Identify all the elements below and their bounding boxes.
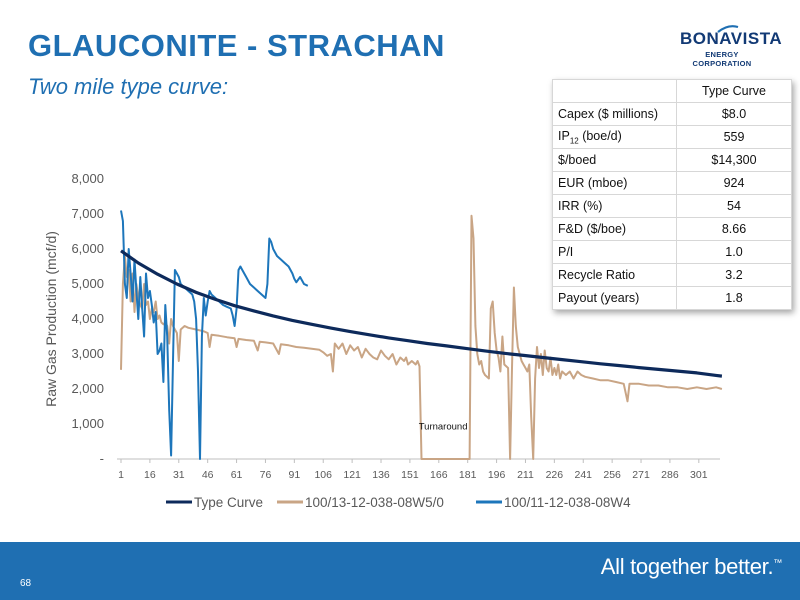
- page-title: GLAUCONITE - STRACHAN: [28, 28, 445, 63]
- row-label: Payout (years): [552, 286, 677, 310]
- logo-swoosh-icon: [717, 25, 739, 33]
- row-label-main: IP: [558, 128, 570, 143]
- table-row: EUR (mboe) 924: [552, 171, 792, 195]
- x-tick-label: 136: [372, 469, 390, 481]
- y-tick-label: 6,000: [71, 241, 104, 256]
- logo-name: BONAVISTA: [680, 29, 783, 48]
- legend-label: 100/13-12-038-08W5/0: [305, 495, 444, 510]
- x-tick-label: 46: [202, 469, 214, 481]
- series-line-2: [120, 210, 309, 460]
- row-value: 1.8: [676, 286, 792, 310]
- row-value: 8.66: [676, 217, 792, 241]
- annotation-label: Turnaround: [419, 422, 468, 433]
- x-tick-label: 226: [546, 469, 564, 481]
- row-value: 3.2: [676, 263, 792, 287]
- legend-label: Type Curve: [194, 495, 263, 510]
- tagline: All together better.™: [600, 554, 783, 580]
- x-tick-label: 271: [632, 469, 650, 481]
- y-tick-label: 2,000: [71, 381, 104, 396]
- table-row: Payout (years) 1.8: [552, 286, 792, 310]
- tagline-text: All together better.: [600, 554, 774, 579]
- x-tick-label: 256: [603, 469, 621, 481]
- table-row: IRR (%) 54: [552, 194, 792, 218]
- row-label: Recycle Ratio: [552, 263, 677, 287]
- footer-bar: 68 All together better.™: [0, 542, 800, 600]
- x-tick-label: 196: [488, 469, 506, 481]
- y-axis-label: Raw Gas Production (mcf/d): [43, 231, 59, 407]
- x-tick-label: 241: [574, 469, 592, 481]
- row-label-rest: (boe/d): [578, 128, 622, 143]
- row-label: IRR (%): [552, 194, 677, 218]
- row-value: 924: [676, 171, 792, 195]
- y-tick-label: 7,000: [71, 206, 104, 221]
- page-subtitle: Two mile type curve:: [28, 74, 229, 99]
- x-tick-label: 211: [517, 469, 534, 481]
- series-line-1: [120, 214, 723, 460]
- type-curve-table: Type Curve Capex ($ millions) $8.0 IP12 (b…: [552, 79, 792, 310]
- x-tick-label: 286: [661, 469, 679, 481]
- row-label: F&D ($/boe): [552, 217, 677, 241]
- x-tick-label: 16: [144, 469, 156, 481]
- table-row: F&D ($/boe) 8.66: [552, 217, 792, 241]
- y-tick-label: 5,000: [71, 276, 104, 291]
- x-tick-label: 76: [260, 469, 272, 481]
- x-tick-label: 31: [173, 469, 185, 481]
- y-tick-label: 1,000: [71, 416, 104, 431]
- y-tick-label: -: [100, 451, 104, 466]
- logo-subtitle: ENERGY CORPORATION: [692, 50, 752, 68]
- x-tick-label: 1: [118, 469, 124, 481]
- x-tick-label: 181: [459, 469, 477, 481]
- row-value: 559: [676, 125, 792, 149]
- x-tick-label: 106: [314, 469, 332, 481]
- row-value: $8.0: [676, 102, 792, 126]
- row-label: $/boed: [552, 148, 677, 172]
- table-row: Capex ($ millions) $8.0: [552, 102, 792, 126]
- row-label-subscript: 12: [569, 136, 579, 146]
- row-value: $14,300: [676, 148, 792, 172]
- production-chart: - 1,000 2,000 3,000 4,000 5,000 6,000 7,000 8,00…: [43, 171, 723, 510]
- row-value: 1.0: [676, 240, 792, 264]
- table-row: $/boed $14,300: [552, 148, 792, 172]
- table-header-label: Type Curve: [676, 79, 792, 103]
- table-row: IP12 (boe/d) 559: [552, 125, 792, 149]
- y-tick-label: 3,000: [71, 346, 104, 361]
- table-row: Recycle Ratio 3.2: [552, 263, 792, 287]
- row-label: EUR (mboe): [552, 171, 677, 195]
- row-value: 54: [676, 194, 792, 218]
- x-tick-label: 151: [401, 469, 419, 481]
- row-label: Capex ($ millions): [552, 102, 677, 126]
- y-tick-label: 4,000: [71, 311, 104, 326]
- table-header-row: Type Curve: [552, 79, 792, 103]
- y-tick-label: 8,000: [71, 171, 104, 186]
- tagline-trademark: ™: [773, 557, 782, 568]
- x-tick-label: 166: [430, 469, 448, 481]
- table-header-blank: [552, 79, 677, 103]
- table-row: P/I 1.0: [552, 240, 792, 264]
- row-label: P/I: [552, 240, 677, 264]
- x-tick-label: 91: [289, 469, 301, 481]
- x-tick-label: 61: [231, 469, 243, 481]
- page-number: 68: [20, 578, 32, 589]
- legend-label: 100/11-12-038-08W4: [504, 495, 631, 510]
- row-label: IP12 (boe/d): [552, 125, 677, 149]
- series-line-0: [120, 249, 723, 378]
- x-tick-label: 301: [690, 469, 708, 481]
- x-tick-label: 121: [343, 469, 361, 481]
- company-logo: BONAVISTA ENERGY CORPORATION: [680, 25, 783, 68]
